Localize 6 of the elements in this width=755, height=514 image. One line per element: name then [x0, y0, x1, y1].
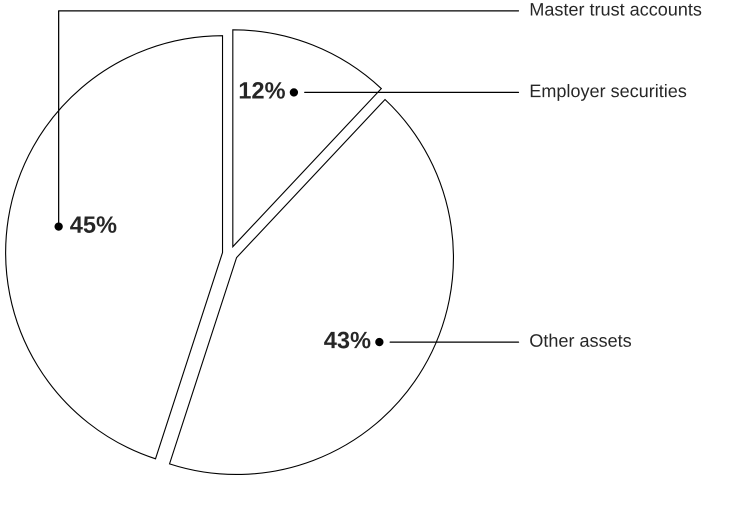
slice-label: Other assets — [530, 334, 632, 347]
data-label: 45% — [70, 216, 116, 233]
data-label: 12% — [240, 82, 285, 99]
slice-label: Master trust accounts — [530, 3, 702, 16]
slice-label: Employer securities — [530, 84, 686, 101]
data-label: 43% — [324, 332, 370, 348]
